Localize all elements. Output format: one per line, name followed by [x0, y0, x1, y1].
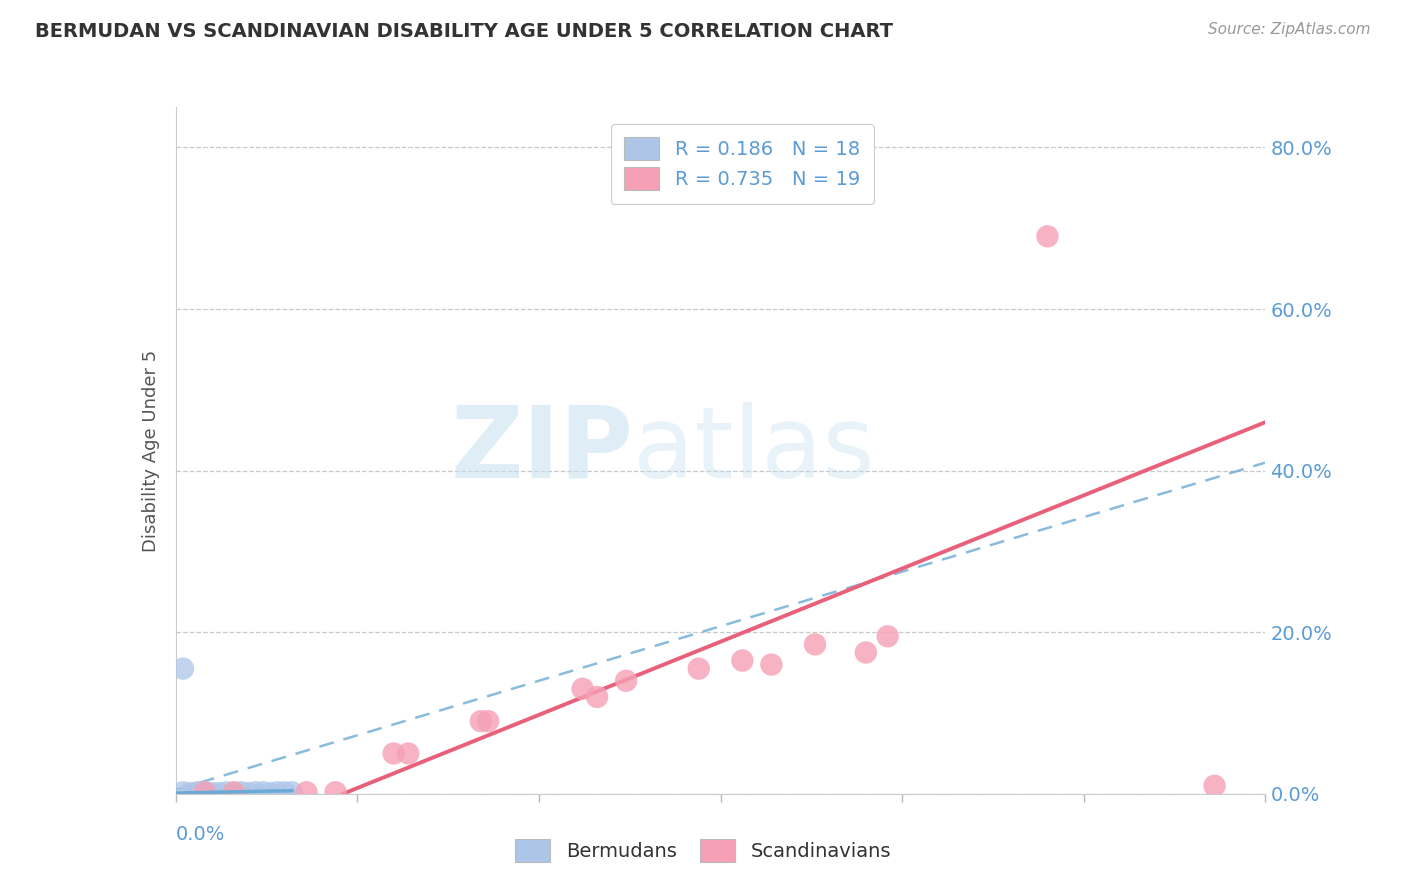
Point	[731, 654, 754, 668]
Text: ZIP: ZIP	[450, 402, 633, 499]
Legend: Bermudans, Scandinavians: Bermudans, Scandinavians	[505, 830, 901, 871]
Point	[325, 785, 347, 799]
Point	[231, 785, 253, 799]
Point	[252, 785, 274, 799]
Point	[382, 747, 405, 761]
Point	[688, 662, 710, 676]
Point	[804, 637, 827, 651]
Point	[186, 785, 209, 799]
Point	[274, 785, 297, 799]
Y-axis label: Disability Age Under 5: Disability Age Under 5	[142, 350, 160, 551]
Point	[222, 785, 245, 799]
Point	[571, 681, 593, 696]
Point	[194, 785, 217, 799]
Point	[281, 785, 304, 799]
Point	[1036, 229, 1059, 244]
Point	[194, 785, 217, 799]
Text: atlas: atlas	[633, 402, 875, 499]
Point	[215, 785, 238, 799]
Point	[586, 690, 609, 704]
Point	[259, 786, 281, 800]
Point	[614, 673, 637, 688]
Legend: R = 0.186   N = 18, R = 0.735   N = 19: R = 0.186 N = 18, R = 0.735 N = 19	[610, 124, 875, 203]
Point	[172, 662, 194, 676]
Point	[222, 786, 245, 800]
Point	[179, 786, 201, 800]
Point	[477, 714, 499, 728]
Point	[876, 629, 898, 643]
Point	[201, 786, 224, 800]
Point	[266, 785, 288, 799]
Text: Source: ZipAtlas.com: Source: ZipAtlas.com	[1208, 22, 1371, 37]
Point	[1204, 779, 1226, 793]
Point	[172, 785, 194, 799]
Point	[245, 785, 267, 799]
Point	[295, 785, 318, 799]
Point	[238, 786, 260, 800]
Point	[186, 786, 209, 800]
Point	[855, 645, 877, 659]
Point	[470, 714, 492, 728]
Text: BERMUDAN VS SCANDINAVIAN DISABILITY AGE UNDER 5 CORRELATION CHART: BERMUDAN VS SCANDINAVIAN DISABILITY AGE …	[35, 22, 893, 41]
Point	[396, 747, 419, 761]
Text: 0.0%: 0.0%	[176, 825, 225, 844]
Point	[208, 786, 231, 800]
Point	[761, 657, 783, 672]
